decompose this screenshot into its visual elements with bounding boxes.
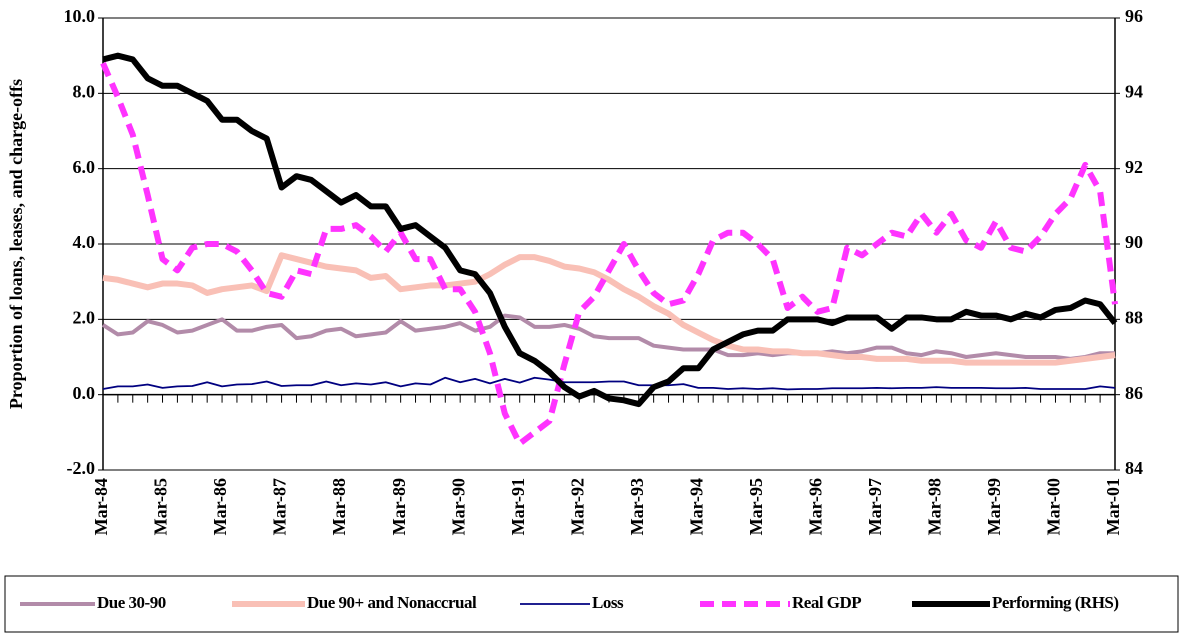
x-tick-label: Mar-00 <box>1044 478 1064 535</box>
y2-tick-label: 94 <box>1125 81 1143 101</box>
x-tick-label: Mar-87 <box>270 478 290 535</box>
x-tick-label: Mar-85 <box>151 478 171 535</box>
x-tick-label: Mar-88 <box>329 478 349 535</box>
legend-label: Loss <box>592 593 624 612</box>
x-tick-label: Mar-89 <box>389 478 409 535</box>
x-tick-label: Mar-01 <box>1103 478 1123 535</box>
x-tick-label: Mar-97 <box>865 478 885 535</box>
series-line <box>100 61 1118 447</box>
x-tick-label: Mar-90 <box>448 478 468 535</box>
y-tick-label: 10.0 <box>64 6 96 26</box>
legend-label: Due 90+ and Nonaccrual <box>307 593 477 612</box>
series-line <box>102 376 1116 391</box>
series-line <box>102 252 1116 366</box>
x-tick-label: Mar-99 <box>984 478 1004 535</box>
y-axis-title: Proportion of loans, leases, and charge-… <box>6 79 26 409</box>
y-tick-label: 4.0 <box>73 232 96 252</box>
y2-tick-label: 92 <box>1125 157 1143 177</box>
x-tick-label: Mar-86 <box>210 478 230 535</box>
y-tick-label: 6.0 <box>73 157 96 177</box>
x-tick-label: Mar-91 <box>508 478 528 535</box>
y-tick-label: 0.0 <box>73 383 96 403</box>
y2-tick-label: 90 <box>1125 232 1143 252</box>
y2-tick-label: 96 <box>1125 6 1143 26</box>
x-tick-label: Mar-94 <box>686 478 706 535</box>
legend-label: Performing (RHS) <box>992 593 1119 612</box>
x-tick-label: Mar-96 <box>805 478 825 535</box>
series-line <box>101 313 1115 361</box>
x-tick-label: Mar-84 <box>91 478 111 535</box>
y-tick-label: -2.0 <box>67 458 96 478</box>
y-tick-label: 2.0 <box>73 307 96 327</box>
legend-label: Due 30-90 <box>97 593 166 612</box>
y2-tick-label: 88 <box>1125 307 1143 327</box>
x-tick-label: Mar-98 <box>925 478 945 535</box>
series-line <box>102 52 1118 408</box>
legend-label: Real GDP <box>792 593 861 612</box>
x-tick-label: Mar-95 <box>746 478 766 535</box>
y-tick-label: 8.0 <box>73 81 96 101</box>
x-tick-label: Mar-92 <box>567 478 587 535</box>
y2-tick-label: 84 <box>1125 458 1143 478</box>
x-tick-label: Mar-93 <box>627 478 647 535</box>
y2-tick-label: 86 <box>1125 383 1143 403</box>
